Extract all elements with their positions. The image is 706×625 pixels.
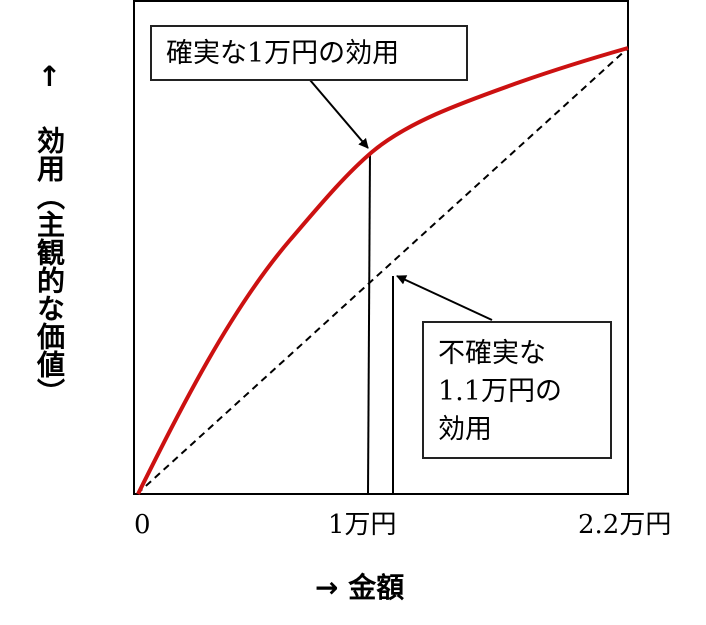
uncertain-line-1: 不確実な	[438, 338, 546, 369]
x-tick-0: 0	[134, 510, 151, 540]
x-tick-2: 2.2万円	[578, 510, 672, 540]
plot-frame	[133, 0, 629, 495]
x-tick-1: 1万円	[328, 510, 397, 540]
certain-utility-callout: 確実な1万円の効用	[150, 25, 468, 81]
utility-curve	[136, 46, 629, 495]
uncertain-utility-callout: 不確実な 1.1万円の 効用	[422, 321, 612, 459]
x-axis-label: → 金額	[315, 571, 405, 604]
certain-utility-text: 確実な1万円の効用	[166, 38, 400, 69]
certain-vertical-line	[367, 151, 371, 495]
uncertain-line-2: 1.1万円の	[438, 376, 562, 407]
uncertain-arrow	[396, 275, 493, 321]
y-axis-label: ↑ 効用（主観的な価値）	[33, 60, 66, 406]
certain-arrow	[309, 79, 369, 149]
dashed-diagonal-line	[136, 47, 629, 495]
uncertain-line-3: 効用	[438, 414, 492, 445]
